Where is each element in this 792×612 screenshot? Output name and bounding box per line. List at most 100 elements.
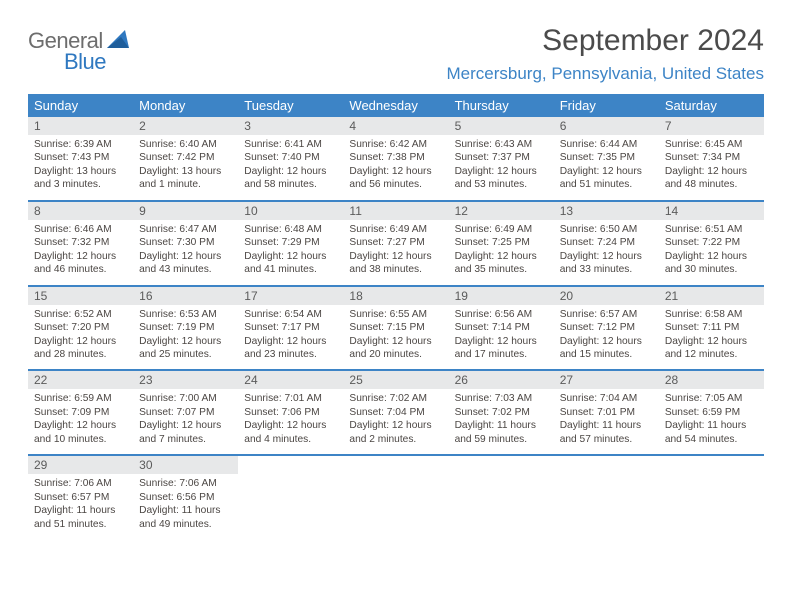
sunrise-text: Sunrise: 6:44 AM bbox=[560, 138, 653, 151]
day-details bbox=[554, 474, 659, 534]
sunrise-text: Sunrise: 6:41 AM bbox=[244, 138, 337, 151]
daylight-text: Daylight: 12 hours and 20 minutes. bbox=[349, 335, 442, 362]
day-details: Sunrise: 6:41 AMSunset: 7:40 PMDaylight:… bbox=[238, 135, 343, 200]
daylight-text: Daylight: 11 hours and 51 minutes. bbox=[34, 504, 127, 531]
sunrise-text: Sunrise: 6:39 AM bbox=[34, 138, 127, 151]
daylight-text: Daylight: 11 hours and 59 minutes. bbox=[455, 419, 548, 446]
sunset-text: Sunset: 7:43 PM bbox=[34, 151, 127, 164]
sunset-text: Sunset: 7:09 PM bbox=[34, 406, 127, 419]
sunrise-text: Sunrise: 6:43 AM bbox=[455, 138, 548, 151]
day-cell: 23Sunrise: 7:00 AMSunset: 7:07 PMDayligh… bbox=[133, 371, 238, 454]
weekday-header: Friday bbox=[554, 94, 659, 117]
day-details: Sunrise: 7:05 AMSunset: 6:59 PMDaylight:… bbox=[659, 389, 764, 454]
day-cell: 30Sunrise: 7:06 AMSunset: 6:56 PMDayligh… bbox=[133, 456, 238, 539]
day-details: Sunrise: 6:49 AMSunset: 7:25 PMDaylight:… bbox=[449, 220, 554, 285]
day-cell: 3Sunrise: 6:41 AMSunset: 7:40 PMDaylight… bbox=[238, 117, 343, 200]
title-block: September 2024 Mercersburg, Pennsylvania… bbox=[447, 24, 765, 84]
sunset-text: Sunset: 7:24 PM bbox=[560, 236, 653, 249]
day-number: 6 bbox=[554, 117, 659, 135]
day-number: 4 bbox=[343, 117, 448, 135]
logo: General Blue bbox=[28, 24, 129, 73]
weekday-header: Thursday bbox=[449, 94, 554, 117]
daylight-text: Daylight: 13 hours and 3 minutes. bbox=[34, 165, 127, 192]
sunset-text: Sunset: 7:25 PM bbox=[455, 236, 548, 249]
day-details: Sunrise: 6:43 AMSunset: 7:37 PMDaylight:… bbox=[449, 135, 554, 200]
week-row: 29Sunrise: 7:06 AMSunset: 6:57 PMDayligh… bbox=[28, 456, 764, 539]
day-cell: 6Sunrise: 6:44 AMSunset: 7:35 PMDaylight… bbox=[554, 117, 659, 200]
sunrise-text: Sunrise: 6:51 AM bbox=[665, 223, 758, 236]
sunset-text: Sunset: 7:19 PM bbox=[139, 321, 232, 334]
day-number: 22 bbox=[28, 371, 133, 389]
sunset-text: Sunset: 7:34 PM bbox=[665, 151, 758, 164]
day-details: Sunrise: 6:59 AMSunset: 7:09 PMDaylight:… bbox=[28, 389, 133, 454]
sunset-text: Sunset: 7:14 PM bbox=[455, 321, 548, 334]
daylight-text: Daylight: 12 hours and 23 minutes. bbox=[244, 335, 337, 362]
day-details bbox=[659, 474, 764, 534]
sunrise-text: Sunrise: 7:06 AM bbox=[34, 477, 127, 490]
sunset-text: Sunset: 7:06 PM bbox=[244, 406, 337, 419]
day-number bbox=[554, 456, 659, 474]
day-number: 23 bbox=[133, 371, 238, 389]
daylight-text: Daylight: 12 hours and 46 minutes. bbox=[34, 250, 127, 277]
sunrise-text: Sunrise: 6:47 AM bbox=[139, 223, 232, 236]
day-number: 3 bbox=[238, 117, 343, 135]
day-number: 12 bbox=[449, 202, 554, 220]
day-cell: 21Sunrise: 6:58 AMSunset: 7:11 PMDayligh… bbox=[659, 287, 764, 370]
day-number: 5 bbox=[449, 117, 554, 135]
day-cell: 26Sunrise: 7:03 AMSunset: 7:02 PMDayligh… bbox=[449, 371, 554, 454]
daylight-text: Daylight: 12 hours and 10 minutes. bbox=[34, 419, 127, 446]
day-number: 7 bbox=[659, 117, 764, 135]
sunrise-text: Sunrise: 6:46 AM bbox=[34, 223, 127, 236]
daylight-text: Daylight: 12 hours and 25 minutes. bbox=[139, 335, 232, 362]
day-number: 10 bbox=[238, 202, 343, 220]
day-details: Sunrise: 6:39 AMSunset: 7:43 PMDaylight:… bbox=[28, 135, 133, 200]
day-cell-empty bbox=[238, 456, 343, 539]
day-details: Sunrise: 6:40 AMSunset: 7:42 PMDaylight:… bbox=[133, 135, 238, 200]
calendar-grid: SundayMondayTuesdayWednesdayThursdayFrid… bbox=[28, 94, 764, 539]
sunrise-text: Sunrise: 7:05 AM bbox=[665, 392, 758, 405]
day-cell: 18Sunrise: 6:55 AMSunset: 7:15 PMDayligh… bbox=[343, 287, 448, 370]
sunset-text: Sunset: 7:15 PM bbox=[349, 321, 442, 334]
daylight-text: Daylight: 12 hours and 2 minutes. bbox=[349, 419, 442, 446]
weeks-container: 1Sunrise: 6:39 AMSunset: 7:43 PMDaylight… bbox=[28, 117, 764, 539]
day-cell: 13Sunrise: 6:50 AMSunset: 7:24 PMDayligh… bbox=[554, 202, 659, 285]
day-details: Sunrise: 6:44 AMSunset: 7:35 PMDaylight:… bbox=[554, 135, 659, 200]
day-cell: 25Sunrise: 7:02 AMSunset: 7:04 PMDayligh… bbox=[343, 371, 448, 454]
sunrise-text: Sunrise: 6:59 AM bbox=[34, 392, 127, 405]
day-details: Sunrise: 6:51 AMSunset: 7:22 PMDaylight:… bbox=[659, 220, 764, 285]
weekday-header-row: SundayMondayTuesdayWednesdayThursdayFrid… bbox=[28, 94, 764, 117]
sunrise-text: Sunrise: 6:50 AM bbox=[560, 223, 653, 236]
sunrise-text: Sunrise: 7:04 AM bbox=[560, 392, 653, 405]
daylight-text: Daylight: 12 hours and 15 minutes. bbox=[560, 335, 653, 362]
day-details: Sunrise: 7:00 AMSunset: 7:07 PMDaylight:… bbox=[133, 389, 238, 454]
day-number bbox=[343, 456, 448, 474]
day-cell-empty bbox=[659, 456, 764, 539]
sunset-text: Sunset: 7:04 PM bbox=[349, 406, 442, 419]
logo-triangle-icon bbox=[107, 30, 129, 53]
day-number: 21 bbox=[659, 287, 764, 305]
day-number: 30 bbox=[133, 456, 238, 474]
week-row: 1Sunrise: 6:39 AMSunset: 7:43 PMDaylight… bbox=[28, 117, 764, 202]
daylight-text: Daylight: 12 hours and 53 minutes. bbox=[455, 165, 548, 192]
sunrise-text: Sunrise: 6:56 AM bbox=[455, 308, 548, 321]
day-number bbox=[449, 456, 554, 474]
day-cell: 22Sunrise: 6:59 AMSunset: 7:09 PMDayligh… bbox=[28, 371, 133, 454]
weekday-header: Monday bbox=[133, 94, 238, 117]
day-details: Sunrise: 6:47 AMSunset: 7:30 PMDaylight:… bbox=[133, 220, 238, 285]
sunset-text: Sunset: 7:12 PM bbox=[560, 321, 653, 334]
daylight-text: Daylight: 12 hours and 56 minutes. bbox=[349, 165, 442, 192]
week-row: 15Sunrise: 6:52 AMSunset: 7:20 PMDayligh… bbox=[28, 287, 764, 372]
daylight-text: Daylight: 12 hours and 12 minutes. bbox=[665, 335, 758, 362]
day-details: Sunrise: 7:02 AMSunset: 7:04 PMDaylight:… bbox=[343, 389, 448, 454]
day-cell: 12Sunrise: 6:49 AMSunset: 7:25 PMDayligh… bbox=[449, 202, 554, 285]
sunrise-text: Sunrise: 6:58 AM bbox=[665, 308, 758, 321]
sunrise-text: Sunrise: 6:42 AM bbox=[349, 138, 442, 151]
day-cell-empty bbox=[554, 456, 659, 539]
sunrise-text: Sunrise: 7:00 AM bbox=[139, 392, 232, 405]
header-bar: General Blue September 2024 Mercersburg,… bbox=[28, 24, 764, 84]
day-number: 25 bbox=[343, 371, 448, 389]
day-details: Sunrise: 6:46 AMSunset: 7:32 PMDaylight:… bbox=[28, 220, 133, 285]
logo-text-blue: Blue bbox=[64, 51, 129, 73]
sunset-text: Sunset: 7:40 PM bbox=[244, 151, 337, 164]
day-number: 15 bbox=[28, 287, 133, 305]
